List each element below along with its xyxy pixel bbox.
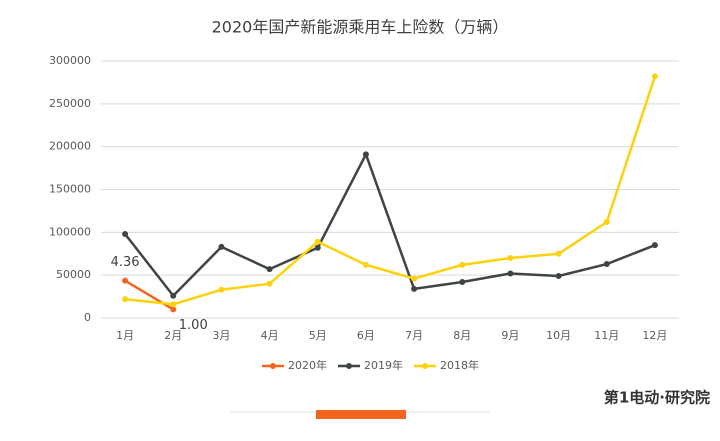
legend-swatch-dot xyxy=(422,363,428,369)
point xyxy=(314,238,321,245)
point xyxy=(170,306,177,313)
point xyxy=(266,280,273,287)
x-tick-label: 9月 xyxy=(501,329,519,342)
legend-label: 2020年 xyxy=(288,358,327,372)
point xyxy=(362,261,369,268)
point xyxy=(218,286,225,293)
branding: 第1电动·研究院 xyxy=(604,389,710,407)
x-tick-label: 5月 xyxy=(309,329,327,342)
y-tick-label: 300000 xyxy=(49,54,91,67)
y-tick-label: 200000 xyxy=(49,140,91,153)
y-tick-label: 150000 xyxy=(49,183,91,196)
y-tick-label: 100000 xyxy=(49,225,91,238)
y-tick-label: 250000 xyxy=(49,97,91,110)
point xyxy=(218,243,225,250)
point xyxy=(170,292,177,299)
legend-label: 2018年 xyxy=(440,358,479,372)
point xyxy=(266,266,273,273)
legend-swatch-dot xyxy=(346,363,352,369)
series-line xyxy=(124,151,656,298)
point xyxy=(362,151,369,158)
x-tick-label: 3月 xyxy=(212,329,230,342)
chart-title: 2020年国产新能源乘用车上险数（万辆） xyxy=(212,18,509,37)
point xyxy=(122,277,129,284)
point xyxy=(555,250,562,257)
x-tick-label: 10月 xyxy=(546,329,571,342)
x-tick-label: 1月 xyxy=(116,329,134,342)
y-tick-label: 50000 xyxy=(56,268,91,281)
point xyxy=(651,242,658,249)
point xyxy=(411,285,418,292)
legend-label: 2019年 xyxy=(364,358,403,372)
series-line xyxy=(124,76,657,306)
x-tick-label: 11月 xyxy=(594,329,619,342)
legend-swatch-dot xyxy=(270,363,276,369)
point xyxy=(555,273,562,280)
x-tick-label: 6月 xyxy=(357,329,375,342)
point xyxy=(314,244,321,251)
point xyxy=(651,73,658,80)
x-tick-label: 8月 xyxy=(453,329,471,342)
value-label: 4.36 xyxy=(111,255,140,270)
point xyxy=(603,261,610,268)
point xyxy=(603,219,610,226)
x-tick-label: 12月 xyxy=(642,329,667,342)
point xyxy=(411,275,418,282)
point xyxy=(170,301,177,308)
point xyxy=(122,231,129,238)
x-tick-label: 4月 xyxy=(261,329,279,342)
point xyxy=(459,279,466,286)
value-label: 1.00 xyxy=(179,318,208,333)
footer-bar xyxy=(316,410,406,419)
point xyxy=(507,255,514,262)
point xyxy=(122,296,129,303)
point xyxy=(459,261,466,268)
x-tick-label: 2月 xyxy=(164,329,182,342)
x-tick-label: 7月 xyxy=(405,329,423,342)
y-tick-label: 0 xyxy=(84,311,91,324)
point xyxy=(507,270,514,277)
